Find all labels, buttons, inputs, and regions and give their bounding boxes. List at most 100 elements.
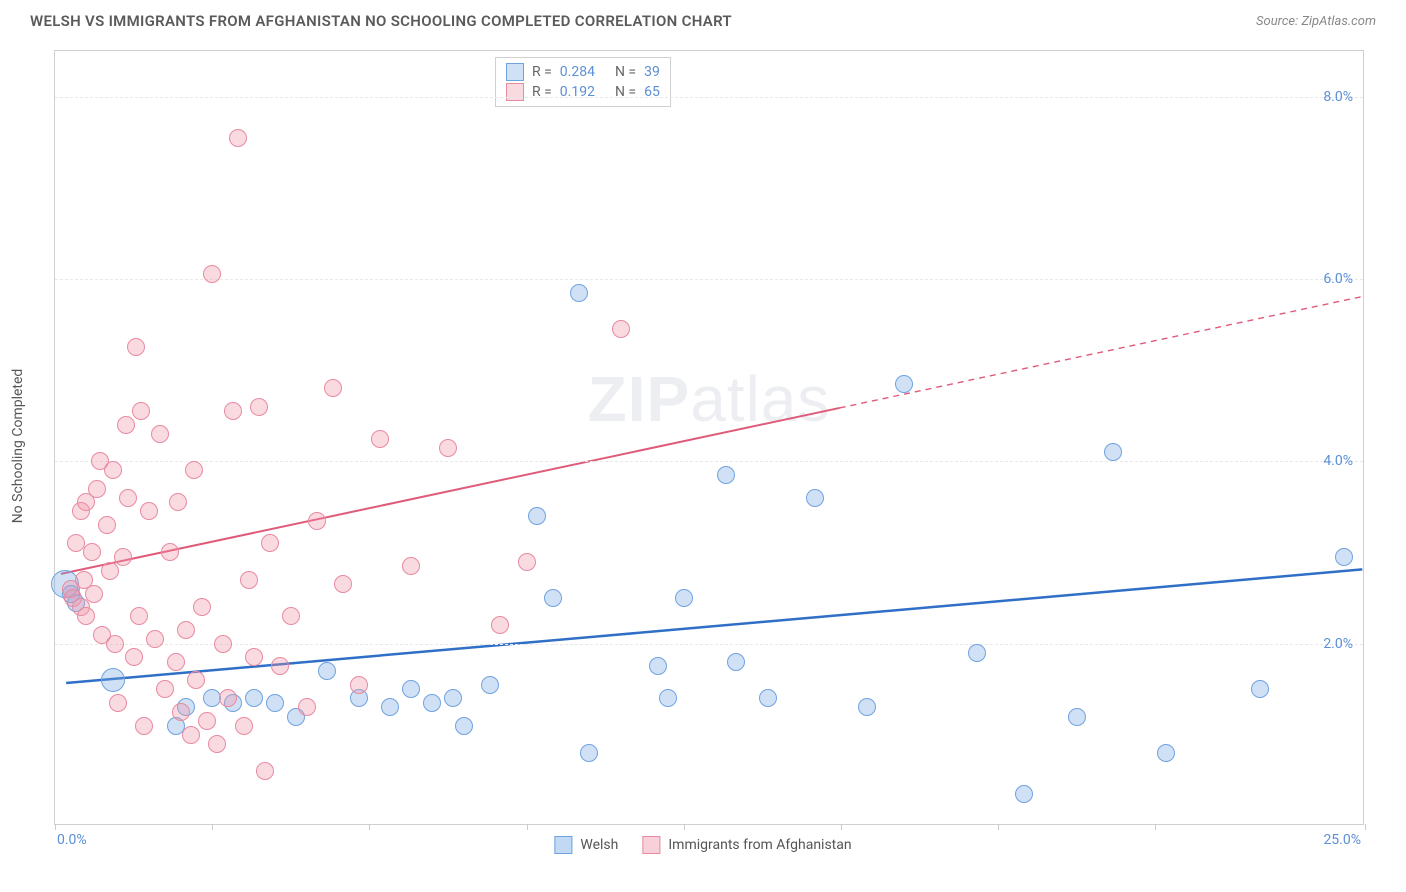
chart-title: WELSH VS IMMIGRANTS FROM AFGHANISTAN NO …	[30, 12, 732, 30]
n-value: 39	[644, 64, 660, 80]
x-tick-label: 0.0%	[57, 832, 87, 848]
source-attribution: Source: ZipAtlas.com	[1256, 14, 1376, 29]
scatter-point-afghan	[101, 562, 119, 580]
scatter-point-afghan	[104, 461, 122, 479]
scatter-point-afghan	[214, 635, 232, 653]
scatter-point-afghan	[132, 402, 150, 420]
scatter-point-afghan	[135, 717, 153, 735]
legend-swatch	[554, 836, 572, 854]
scatter-point-welsh	[675, 589, 693, 607]
legend-label: Welsh	[580, 837, 618, 853]
r-value: 0.192	[560, 84, 595, 100]
scatter-point-afghan	[261, 534, 279, 552]
correlation-stats-box: R =0.284N =39R =0.192N =65	[495, 57, 671, 107]
scatter-point-afghan	[208, 735, 226, 753]
scatter-point-afghan	[98, 516, 116, 534]
scatter-point-afghan	[402, 557, 420, 575]
scatter-point-welsh	[580, 744, 598, 762]
scatter-point-afghan	[109, 694, 127, 712]
x-tick-label: 25.0%	[1323, 832, 1361, 848]
x-tick	[55, 824, 56, 830]
scatter-point-afghan	[130, 607, 148, 625]
gridline	[55, 461, 1363, 462]
scatter-point-welsh	[101, 668, 125, 692]
y-tick-label: 6.0%	[1323, 271, 1353, 287]
scatter-point-afghan	[146, 630, 164, 648]
scatter-point-afghan	[245, 648, 263, 666]
scatter-point-welsh	[1251, 680, 1269, 698]
legend-label: Immigrants from Afghanistan	[668, 837, 851, 853]
scatter-point-afghan	[85, 585, 103, 603]
scatter-point-welsh	[245, 689, 263, 707]
y-tick-label: 2.0%	[1323, 636, 1353, 652]
scatter-point-afghan	[271, 657, 289, 675]
trend-lines-layer	[55, 51, 1363, 824]
scatter-point-afghan	[125, 648, 143, 666]
r-label: R =	[532, 84, 552, 100]
scatter-point-afghan	[350, 676, 368, 694]
y-tick-label: 4.0%	[1323, 453, 1353, 469]
scatter-point-welsh	[1157, 744, 1175, 762]
scatter-point-afghan	[198, 712, 216, 730]
chart-header: WELSH VS IMMIGRANTS FROM AFGHANISTAN NO …	[0, 0, 1406, 38]
scatter-point-afghan	[250, 398, 268, 416]
scatter-point-welsh	[717, 466, 735, 484]
scatter-point-afghan	[117, 416, 135, 434]
series-swatch	[506, 83, 524, 101]
scatter-point-welsh	[481, 676, 499, 694]
legend-bottom: Welsh Immigrants from Afghanistan	[554, 836, 851, 854]
scatter-point-afghan	[240, 571, 258, 589]
scatter-point-afghan	[177, 621, 195, 639]
scatter-point-afghan	[491, 616, 509, 634]
scatter-point-welsh	[806, 489, 824, 507]
legend-item: Welsh	[554, 836, 618, 854]
scatter-point-afghan	[518, 553, 536, 571]
scatter-point-welsh	[895, 375, 913, 393]
scatter-point-welsh	[1015, 785, 1033, 803]
y-tick-label: 8.0%	[1323, 89, 1353, 105]
scatter-point-afghan	[439, 439, 457, 457]
scatter-point-welsh	[1104, 443, 1122, 461]
scatter-point-afghan	[298, 698, 316, 716]
scatter-point-afghan	[235, 717, 253, 735]
gridline	[55, 644, 1363, 645]
scatter-point-welsh	[381, 698, 399, 716]
scatter-point-welsh	[528, 507, 546, 525]
watermark-bold: ZIP	[588, 363, 691, 435]
scatter-point-welsh	[759, 689, 777, 707]
scatter-point-afghan	[219, 689, 237, 707]
x-tick	[527, 824, 528, 830]
x-tick	[1155, 824, 1156, 830]
x-tick	[1365, 824, 1366, 830]
scatter-point-afghan	[334, 575, 352, 593]
scatter-point-afghan	[140, 502, 158, 520]
scatter-point-afghan	[229, 129, 247, 147]
scatter-point-afghan	[308, 512, 326, 530]
scatter-point-afghan	[172, 703, 190, 721]
chart-plot-area: ZIPatlas R =0.284N =39R =0.192N =65 2.0%…	[54, 50, 1364, 825]
scatter-point-afghan	[77, 607, 95, 625]
series-swatch	[506, 63, 524, 81]
scatter-point-afghan	[106, 635, 124, 653]
x-tick	[998, 824, 999, 830]
scatter-point-welsh	[968, 644, 986, 662]
r-value: 0.284	[560, 64, 595, 80]
n-label: N =	[615, 64, 636, 80]
scatter-point-afghan	[282, 607, 300, 625]
scatter-point-afghan	[151, 425, 169, 443]
source-label: Source:	[1256, 14, 1298, 29]
scatter-point-welsh	[318, 662, 336, 680]
scatter-point-afghan	[224, 402, 242, 420]
legend-swatch	[642, 836, 660, 854]
scatter-point-welsh	[1335, 548, 1353, 566]
y-axis-label: No Schooling Completed	[10, 369, 26, 524]
scatter-point-welsh	[544, 589, 562, 607]
n-label: N =	[615, 84, 636, 100]
legend-item: Immigrants from Afghanistan	[642, 836, 851, 854]
scatter-point-afghan	[156, 680, 174, 698]
scatter-point-afghan	[119, 489, 137, 507]
x-tick	[841, 824, 842, 830]
scatter-point-afghan	[167, 653, 185, 671]
source-link[interactable]: ZipAtlas.com	[1301, 14, 1376, 29]
x-tick	[212, 824, 213, 830]
